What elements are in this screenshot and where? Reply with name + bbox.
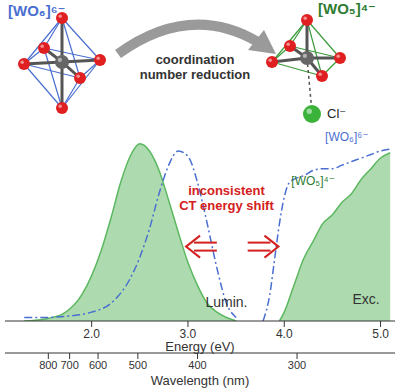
svg-text:800: 800 bbox=[39, 359, 57, 371]
html-text:[WO₅]⁴⁻: [WO₅]⁴⁻ bbox=[291, 173, 335, 188]
html-text:Exc.: Exc. bbox=[352, 290, 380, 307]
svg-text:5.0: 5.0 bbox=[372, 327, 389, 341]
svg-text:500: 500 bbox=[129, 359, 147, 371]
svg-text:3.0: 3.0 bbox=[179, 326, 197, 341]
svg-text:Wavelength (nm): Wavelength (nm) bbox=[151, 373, 250, 388]
svg-text:Energy (eV): Energy (eV) bbox=[165, 339, 234, 354]
svg-text:700: 700 bbox=[60, 359, 78, 371]
html-text:Lumin.: Lumin. bbox=[205, 294, 248, 311]
svg-text:300: 300 bbox=[288, 359, 306, 371]
html-text:Cl⁻: Cl⁻ bbox=[327, 106, 347, 121]
html-text:number reduction: number reduction bbox=[139, 67, 251, 82]
svg-text:400: 400 bbox=[188, 359, 206, 371]
html-text:[WO₅]⁴⁻: [WO₅]⁴⁻ bbox=[318, 0, 376, 17]
html-text:inconsistent: inconsistent bbox=[188, 182, 265, 198]
html-text:coordination: coordination bbox=[155, 52, 235, 67]
svg-text:2.0: 2.0 bbox=[83, 327, 100, 341]
html-text:[WO₆]⁶⁻: [WO₆]⁶⁻ bbox=[8, 2, 66, 19]
svg-text:4.0: 4.0 bbox=[276, 327, 293, 341]
svg-text:600: 600 bbox=[89, 359, 107, 371]
html-text:CT energy shift: CT energy shift bbox=[179, 197, 274, 213]
html-text:[WO₆]⁶⁻: [WO₆]⁶⁻ bbox=[325, 129, 369, 144]
